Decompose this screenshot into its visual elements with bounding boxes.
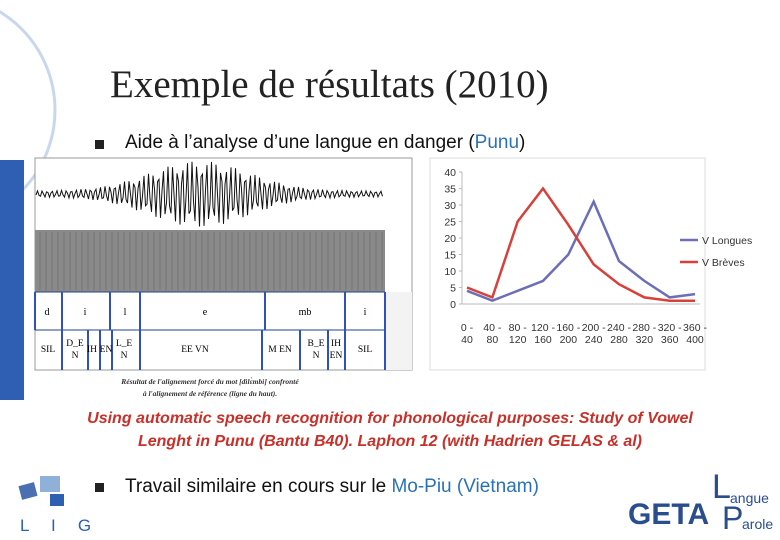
text: Aide à l’analyse d’une langue en danger … (125, 132, 475, 153)
y-tick-label: 10 (444, 266, 456, 278)
highlight: Mo-Piu (Vietnam) (391, 476, 539, 497)
lig-text: L I G (20, 516, 93, 536)
x-tick-label: 280 - 320 (632, 322, 657, 346)
y-tick-label: 20 (444, 233, 456, 245)
tier2-label: L_E (116, 339, 133, 349)
getalp-logo: P (722, 500, 744, 536)
tier2-label: B_E (308, 339, 325, 349)
y-tick-label: 0 (450, 299, 456, 311)
tier1-label: i (364, 307, 367, 318)
getalp-logo: GETA (628, 498, 710, 531)
citation: Lenght in Punu (Bantu B40). Laphon 12 (w… (137, 433, 642, 450)
citation: Using automatic speech recognition for p… (87, 410, 693, 427)
y-tick-label: 35 (444, 184, 456, 196)
y-tick-label: 30 (444, 200, 456, 212)
tier1-label: i (84, 307, 87, 318)
getalp-logo: arole (742, 516, 774, 532)
y-tick-label: 5 (450, 283, 456, 295)
spectrogram (35, 230, 385, 292)
caption: à l'alignement de référence (ligne du ha… (142, 389, 278, 398)
series-line (466, 186, 695, 302)
tier2-label: EN (330, 351, 343, 361)
y-tick-label: 25 (444, 217, 456, 229)
x-tick-label: 120 - 160 (531, 322, 555, 346)
x-tick-label: 160 - 200 (556, 322, 581, 346)
bullet-text: Travail similaire en cours sur le Mo-Piu… (125, 476, 539, 498)
x-tick-label: 320 - 360 (657, 322, 682, 346)
getalp-logo: angue (730, 490, 769, 506)
tier2-label: N (121, 351, 128, 361)
y-tick-label: 40 (444, 167, 456, 179)
tier2-label: SIL (41, 345, 55, 355)
getalp-logo: L (712, 468, 731, 506)
letter: L (20, 516, 31, 535)
text: Travail similaire en cours sur le (125, 476, 392, 497)
x-tick-label: 200 - 240 (581, 322, 606, 346)
deco-arc (0, 10, 57, 210)
deco-bar (0, 160, 24, 400)
tier1-label: l (124, 307, 127, 318)
x-tick-label: 240 - 280 (607, 322, 631, 346)
bullet-text: Aide à l’analyse d’une langue en danger … (125, 132, 525, 154)
x-tick-label: 0 - 40 (460, 322, 474, 346)
tier1-label: d (45, 307, 50, 318)
x-tick-label: 80 - 120 (508, 322, 527, 346)
tier2-label: N (313, 351, 320, 361)
highlight: Punu (474, 132, 520, 153)
tier2-label: D_E (66, 339, 84, 349)
letter: G (77, 516, 94, 535)
tier2-label: N (72, 351, 79, 361)
tier1-label: e (203, 307, 208, 318)
tier2-label: IH (331, 339, 341, 349)
tier2-label: SIL (358, 345, 372, 355)
tier2-label: IH (87, 345, 97, 355)
x-tick-label: 360 - 400 (683, 322, 707, 346)
tier2-label: EE VN (181, 345, 209, 355)
series-line (466, 198, 696, 303)
tier2-label: M EN (268, 345, 292, 355)
legend-label: V Brèves (702, 257, 745, 269)
chart-frame (429, 157, 706, 371)
y-tick-label: 15 (444, 250, 456, 262)
tier-margin (385, 292, 412, 370)
lig-logo (18, 476, 64, 506)
caption: Résultat de l'alignement forcé du mot [d… (121, 377, 299, 386)
letter: I (51, 516, 58, 535)
text: ) (519, 132, 526, 153)
legend-label: V Longues (702, 235, 752, 247)
tier1-label: mb (299, 307, 312, 318)
bullet (95, 140, 104, 149)
bullet (95, 483, 104, 492)
waveform (35, 161, 383, 227)
tier2-label: EN (100, 345, 113, 355)
x-tick-label: 40 - 80 (483, 322, 502, 346)
slide-title: Exemple de résultats (2010) (110, 63, 549, 106)
